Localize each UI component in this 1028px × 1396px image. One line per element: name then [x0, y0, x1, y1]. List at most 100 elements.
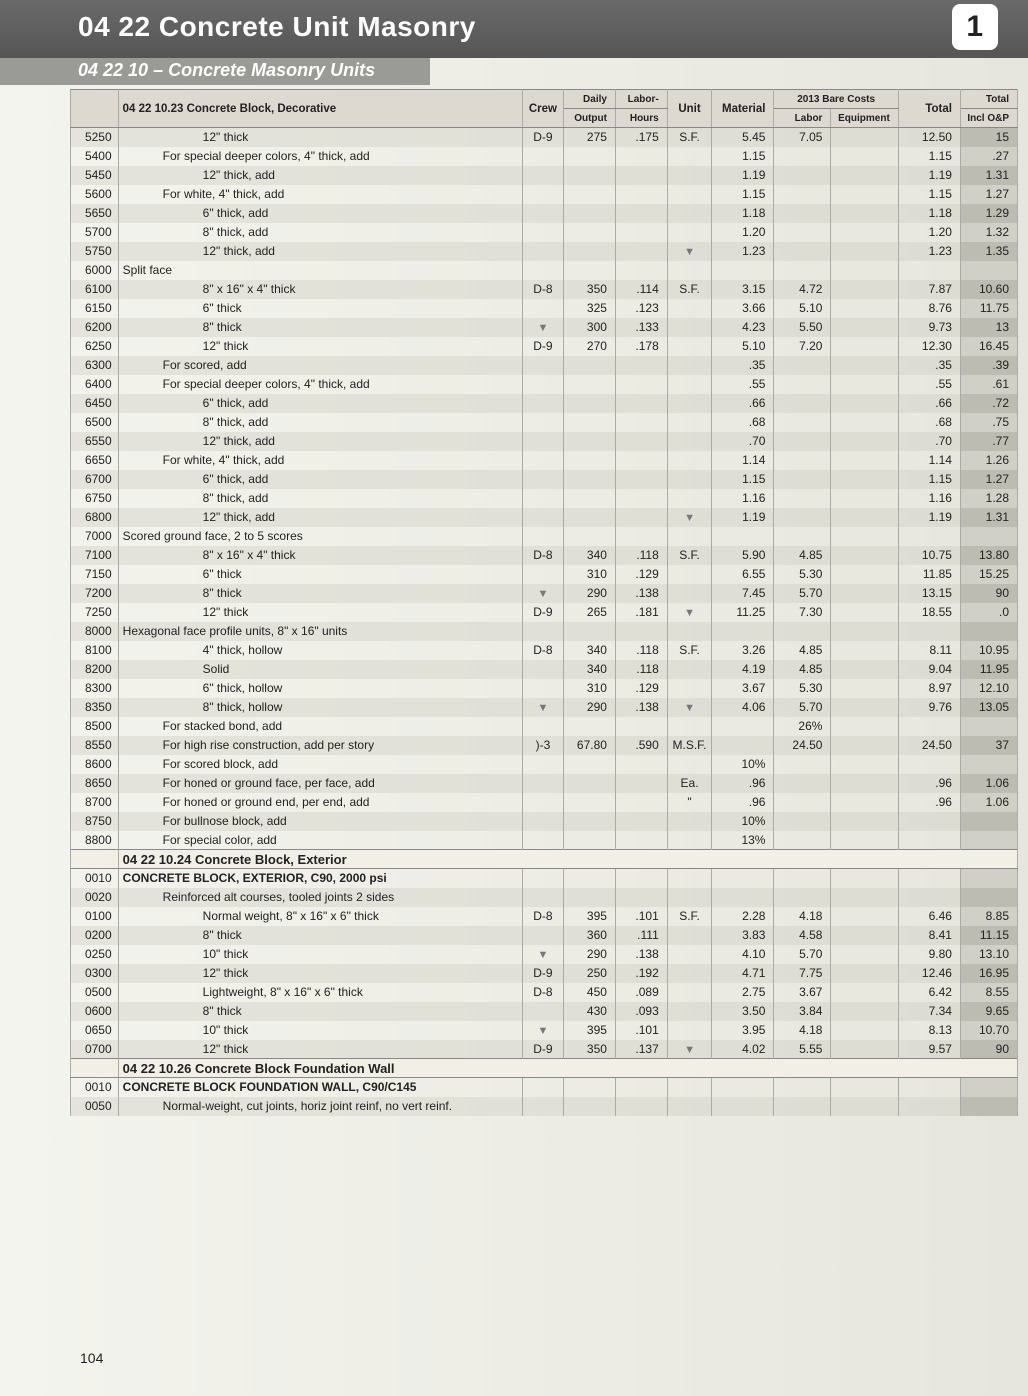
row-unit: S.F.	[667, 546, 712, 565]
row-equipment	[831, 1021, 898, 1040]
table-row: 725012" thickD-9265.181▼11.257.3018.55.0	[71, 603, 1018, 622]
row-desc: Normal weight, 8" x 16" x 6" thick	[118, 907, 522, 926]
row-crew	[522, 527, 563, 546]
row-hours	[615, 888, 667, 907]
row-unit	[667, 185, 712, 204]
row-total: .55	[898, 375, 960, 394]
row-code: 6200	[71, 318, 119, 337]
row-hours	[615, 451, 667, 470]
row-output: 310	[564, 565, 616, 584]
row-labor: 5.70	[774, 945, 831, 964]
row-labor	[774, 1097, 831, 1116]
row-hours: .101	[615, 1021, 667, 1040]
row-output	[564, 1078, 616, 1097]
row-labor: 4.18	[774, 1021, 831, 1040]
table-row: 71506" thick310.1296.555.3011.8515.25	[71, 565, 1018, 584]
row-incl-op: 1.31	[960, 508, 1017, 527]
row-labor	[774, 888, 831, 907]
row-hours	[615, 413, 667, 432]
row-unit	[667, 413, 712, 432]
row-output	[564, 888, 616, 907]
col-material: Material	[712, 90, 774, 128]
row-unit: ▼	[667, 698, 712, 717]
row-output: 350	[564, 1040, 616, 1059]
row-labor: 5.30	[774, 565, 831, 584]
row-crew	[522, 375, 563, 394]
row-unit	[667, 166, 712, 185]
table-row: 7000Scored ground face, 2 to 5 scores	[71, 527, 1018, 546]
table-row: 0100Normal weight, 8" x 16" x 6" thickD-…	[71, 907, 1018, 926]
row-code: 6550	[71, 432, 119, 451]
row-hours: .138	[615, 584, 667, 603]
division-title: 04 22 Concrete Unit Masonry	[78, 11, 476, 43]
row-incl-op: 10.95	[960, 641, 1017, 660]
row-material: 3.95	[712, 1021, 774, 1040]
row-unit	[667, 299, 712, 318]
row-unit	[667, 717, 712, 736]
table-row: 8650For honed or ground face, per face, …	[71, 774, 1018, 793]
row-material: 5.45	[712, 128, 774, 147]
row-unit	[667, 679, 712, 698]
table-row: 8700For honed or ground end, per end, ad…	[71, 793, 1018, 812]
row-output	[564, 470, 616, 489]
row-unit	[667, 565, 712, 584]
row-desc: For scored block, add	[118, 755, 522, 774]
row-equipment	[831, 831, 898, 850]
row-code: 0600	[71, 1002, 119, 1021]
row-code: 0500	[71, 983, 119, 1002]
row-equipment	[831, 888, 898, 907]
row-equipment	[831, 1078, 898, 1097]
row-unit	[667, 470, 712, 489]
row-output	[564, 204, 616, 223]
row-incl-op: .27	[960, 147, 1017, 166]
row-desc: For special color, add	[118, 831, 522, 850]
row-code: 0010	[71, 869, 119, 888]
row-desc: For scored, add	[118, 356, 522, 375]
row-incl-op: 1.35	[960, 242, 1017, 261]
table-row: 625012" thickD-9270.1785.107.2012.3016.4…	[71, 337, 1018, 356]
row-incl-op: 37	[960, 736, 1017, 755]
row-incl-op: .39	[960, 356, 1017, 375]
row-desc: CONCRETE BLOCK FOUNDATION WALL, C90/C145	[118, 1078, 522, 1097]
row-output	[564, 356, 616, 375]
row-code: 7200	[71, 584, 119, 603]
row-code: 6100	[71, 280, 119, 299]
row-equipment	[831, 565, 898, 584]
row-material: 11.25	[712, 603, 774, 622]
row-total: 9.04	[898, 660, 960, 679]
row-labor: 7.20	[774, 337, 831, 356]
row-equipment	[831, 489, 898, 508]
row-incl-op: 1.27	[960, 185, 1017, 204]
table-row: 8600For scored block, add10%	[71, 755, 1018, 774]
row-material: 6.55	[712, 565, 774, 584]
row-total: 13.15	[898, 584, 960, 603]
row-labor	[774, 470, 831, 489]
row-equipment	[831, 261, 898, 280]
row-code: 6750	[71, 489, 119, 508]
cost-table: 04 22 10.23 Concrete Block, Decorative C…	[70, 89, 1018, 1116]
row-unit	[667, 147, 712, 166]
row-total	[898, 1078, 960, 1097]
row-equipment	[831, 1040, 898, 1059]
row-material	[712, 622, 774, 641]
row-labor: 4.58	[774, 926, 831, 945]
row-labor: 3.67	[774, 983, 831, 1002]
row-code: 6250	[71, 337, 119, 356]
table-row: 0010CONCRETE BLOCK FOUNDATION WALL, C90/…	[71, 1078, 1018, 1097]
table-row: 62008" thick▼300.1334.235.509.7313	[71, 318, 1018, 337]
row-output	[564, 223, 616, 242]
row-desc: For honed or ground face, per face, add	[118, 774, 522, 793]
row-desc: 6" thick, add	[118, 204, 522, 223]
row-material: .55	[712, 375, 774, 394]
row-code: 6800	[71, 508, 119, 527]
row-desc: 12" thick	[118, 128, 522, 147]
row-equipment	[831, 375, 898, 394]
table-row: 71008" x 16" x 4" thickD-8340.118S.F.5.9…	[71, 546, 1018, 565]
row-total: 12.50	[898, 128, 960, 147]
row-unit: S.F.	[667, 128, 712, 147]
row-output	[564, 432, 616, 451]
col-equipment: Equipment	[831, 109, 898, 128]
row-total: 1.18	[898, 204, 960, 223]
row-hours: .138	[615, 945, 667, 964]
row-output	[564, 717, 616, 736]
